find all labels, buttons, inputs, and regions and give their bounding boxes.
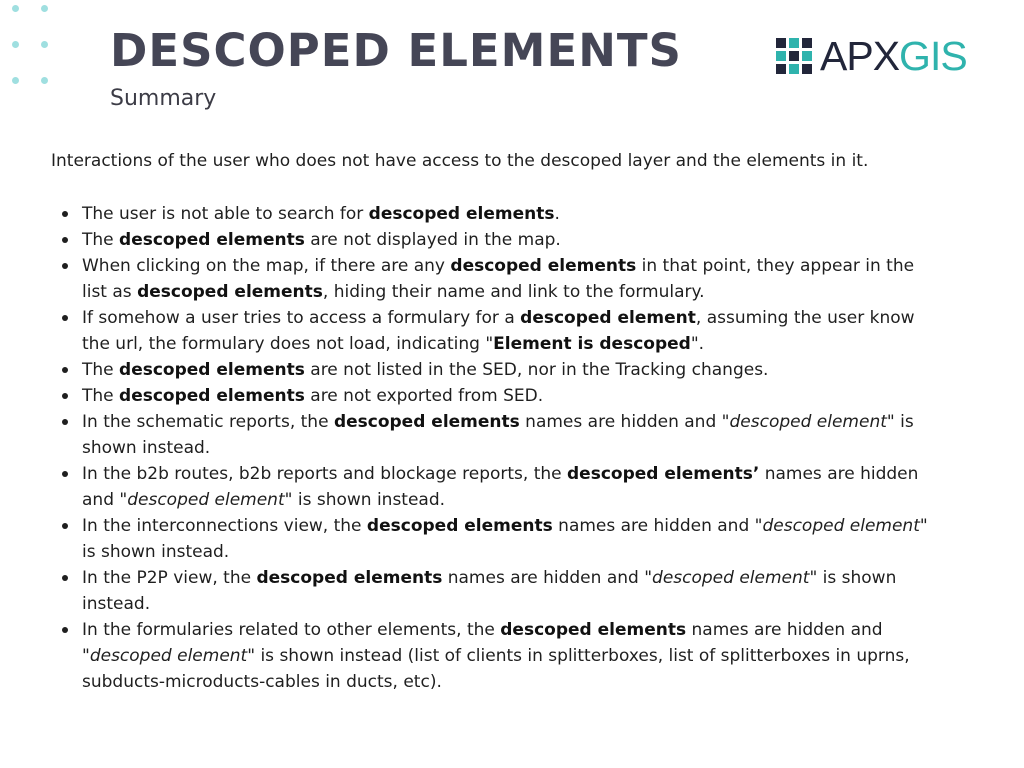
- dot: [12, 77, 19, 84]
- bullet-item: In the schematic reports, the descoped e…: [62, 409, 942, 461]
- dot: [12, 5, 19, 12]
- bullet-list: The user is not able to search for desco…: [62, 201, 942, 695]
- bold-text: descoped elements: [119, 386, 305, 406]
- text: The: [82, 230, 120, 250]
- bullet-item: In the formularies related to other elem…: [62, 617, 942, 695]
- dot: [12, 41, 19, 48]
- dot: [41, 77, 48, 84]
- bold-text: descoped elements: [366, 516, 553, 536]
- text: In the schematic reports, the: [82, 412, 334, 432]
- text: " is shown instead.: [82, 568, 897, 614]
- text: in that point, they appear in the list a…: [82, 256, 915, 302]
- page-subtitle: Summary: [110, 86, 217, 111]
- bold-text: descoped elements: [368, 204, 555, 224]
- bold-text: descoped elements: [119, 360, 305, 380]
- italic-text: descoped element: [652, 568, 810, 588]
- text: are not listed in the SED, nor in the Tr…: [304, 360, 769, 380]
- bold-text: descoped elements’: [567, 464, 760, 484]
- text: , hiding their name and link to the form…: [322, 282, 705, 302]
- logo-text-gis: GIS: [899, 33, 968, 79]
- text: The: [82, 360, 120, 380]
- bullet-item: The descoped elements are not listed in …: [62, 357, 942, 383]
- text: ".: [690, 334, 705, 354]
- bold-text: descoped elements: [119, 230, 305, 250]
- text: names are hidden and ": [519, 412, 730, 432]
- text: If somehow a user tries to access a form…: [82, 308, 521, 328]
- bullet-item: In the interconnections view, the descop…: [62, 513, 942, 565]
- text: are not exported from SED.: [304, 386, 544, 406]
- text: When clicking on the map, if there are a…: [82, 256, 451, 276]
- text: In the formularies related to other elem…: [82, 620, 501, 640]
- bold-text: descoped elements: [500, 620, 687, 640]
- text: .: [554, 204, 560, 224]
- text: names are hidden and ": [82, 620, 883, 666]
- text: , assuming the user know the url, the fo…: [82, 308, 915, 354]
- intro-paragraph: Interactions of the user who does not ha…: [51, 151, 869, 171]
- bold-text: descoped elements: [256, 568, 443, 588]
- bullet-item: In the b2b routes, b2b reports and block…: [62, 461, 942, 513]
- bold-text: descoped elements: [333, 412, 520, 432]
- text: are not displayed in the map.: [304, 230, 561, 250]
- bold-text: Element is descoped: [493, 334, 691, 354]
- text: The: [82, 386, 120, 406]
- text: In the P2P view, the: [82, 568, 257, 588]
- bullet-item: When clicking on the map, if there are a…: [62, 253, 942, 305]
- bold-text: descoped elements: [450, 256, 637, 276]
- bullet-item: The descoped elements are not displayed …: [62, 227, 942, 253]
- text: In the interconnections view, the: [82, 516, 367, 536]
- italic-text: descoped element: [127, 490, 285, 510]
- logo-grid-icon: [776, 38, 812, 74]
- bold-text: descoped element: [520, 308, 696, 328]
- text: The user is not able to search for: [82, 204, 369, 224]
- italic-text: descoped element: [762, 516, 920, 536]
- text: names are hidden and ": [552, 516, 763, 536]
- bullet-item: In the P2P view, the descoped elements n…: [62, 565, 942, 617]
- dot: [41, 41, 48, 48]
- dot: [41, 5, 48, 12]
- bold-text: descoped elements: [137, 282, 323, 302]
- logo-text: APXGIS: [820, 33, 968, 79]
- bullet-item: If somehow a user tries to access a form…: [62, 305, 942, 357]
- decorative-dots: [12, 3, 52, 87]
- bullet-item: The user is not able to search for desco…: [62, 201, 942, 227]
- bullet-item: The descoped elements are not exported f…: [62, 383, 942, 409]
- text: names are hidden and ": [82, 464, 919, 510]
- text: " is shown instead (list of clients in s…: [82, 646, 910, 692]
- text: names are hidden and ": [442, 568, 653, 588]
- text: " is shown instead.: [284, 490, 446, 510]
- italic-text: descoped element: [729, 412, 887, 432]
- text: " is shown instead.: [82, 412, 914, 458]
- page-title: DESCOPED ELEMENTS: [110, 24, 682, 77]
- logo-text-apx: APX: [820, 33, 900, 79]
- text: In the b2b routes, b2b reports and block…: [82, 464, 568, 484]
- apxgis-logo: APXGIS: [776, 33, 976, 79]
- text: " is shown instead.: [82, 516, 928, 562]
- italic-text: descoped element: [89, 646, 248, 666]
